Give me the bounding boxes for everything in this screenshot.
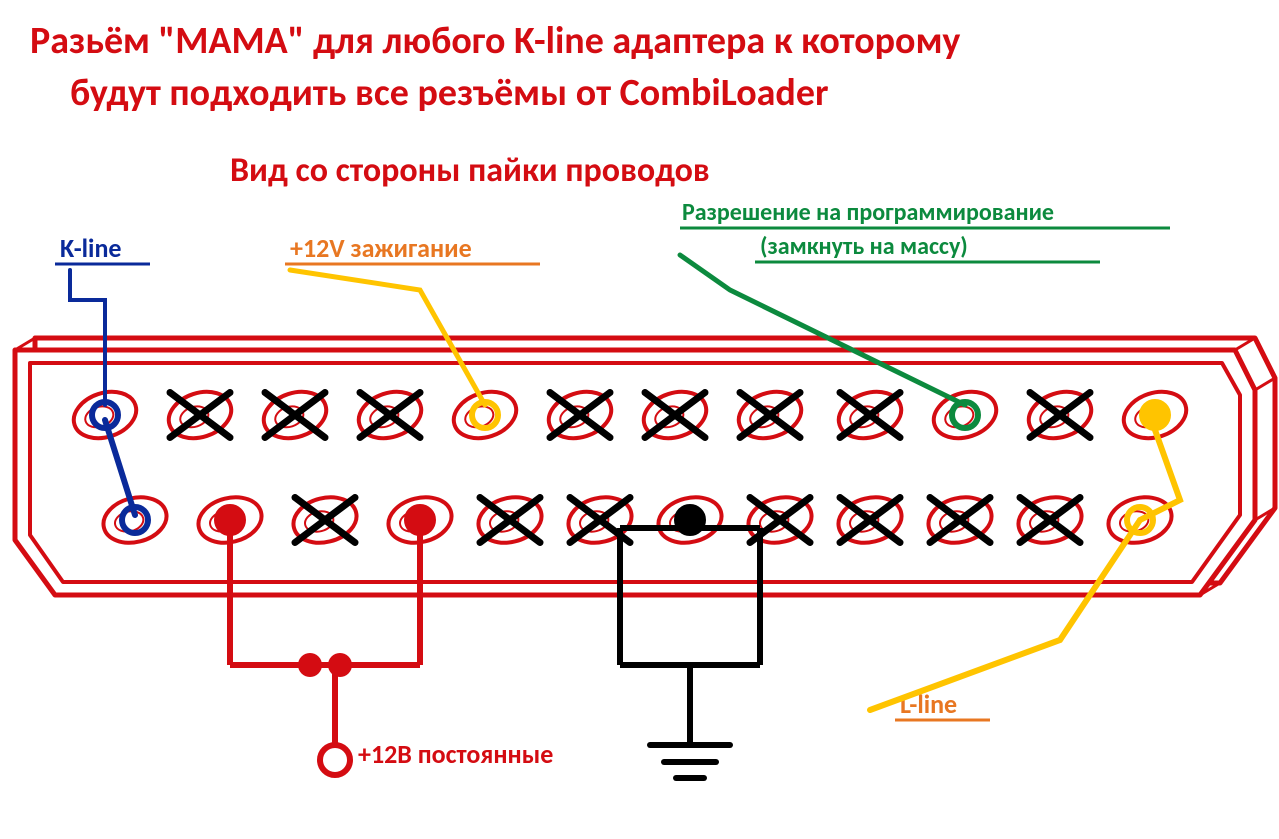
connector-svg: [0, 0, 1279, 839]
connector-depth-edge: [1255, 378, 1275, 390]
marker-b4: [407, 507, 433, 533]
marker-b2: [217, 507, 243, 533]
marker-b7: [677, 507, 703, 533]
marker-t12: [1142, 402, 1168, 428]
node-red-1: [298, 653, 322, 677]
connector-outline: [15, 350, 1255, 595]
node-red-2: [328, 653, 352, 677]
diagram-stage: Разьём "МАМА" для любого K-line адаптера…: [0, 0, 1279, 839]
ring-red: [320, 745, 350, 775]
connector-outer: [15, 350, 1255, 595]
